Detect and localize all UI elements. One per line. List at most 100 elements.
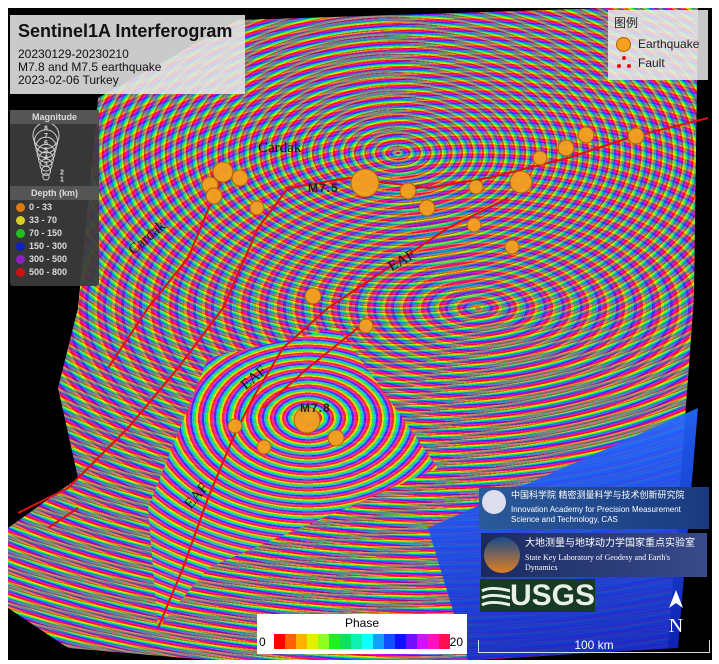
north-arrow-icon — [669, 590, 683, 608]
earthquake-symbol-icon — [616, 37, 631, 52]
phase-color-step — [406, 634, 417, 649]
event-description: M7.8 and M7.5 earthquake — [18, 60, 162, 74]
cas-name-en: Innovation Academy for Precision Measure… — [511, 505, 681, 524]
magnitude-level-label: 4 — [44, 155, 48, 162]
magnitude-circle — [36, 143, 56, 163]
depth-color-swatch — [16, 254, 25, 264]
phase-color-step — [417, 634, 428, 649]
phase-color-step — [351, 634, 362, 649]
magnitude-level-label: 5 — [44, 147, 48, 154]
event-date: 2023-02-06 Turkey — [18, 73, 119, 87]
depth-legend-item: 150 - 300 — [16, 241, 67, 251]
fault-line — [47, 507, 79, 529]
earthquake-marker[interactable] — [227, 418, 243, 434]
lab-name-en: State Key Laboratory of Geodesy and Eart… — [525, 553, 670, 572]
depth-range-label: 300 - 500 — [29, 254, 68, 264]
fault-line — [262, 327, 359, 409]
magnitude-level-label: 3 — [44, 162, 48, 169]
phase-color-step — [285, 634, 296, 649]
depth-color-swatch — [16, 267, 25, 277]
phase-colorbar: Phase 0 20 — [257, 614, 467, 654]
earthquake-marker[interactable] — [350, 168, 380, 198]
earthquake-marker[interactable] — [557, 139, 575, 157]
phase-color-step — [439, 634, 450, 649]
lab-emblem-icon — [484, 537, 520, 573]
north-label: N — [668, 615, 684, 637]
usgs-text: USGS — [509, 578, 595, 612]
phase-color-step — [362, 634, 373, 649]
depth-color-swatch — [16, 202, 25, 212]
earthquake-marker[interactable] — [468, 179, 484, 195]
phase-min: 0 — [259, 635, 266, 649]
magnitude-circle — [33, 129, 59, 154]
scale-bar: 100 km — [478, 638, 710, 653]
cas-name-cn: 中国科学院 精密测量科学与技术创新研究院 — [511, 490, 685, 500]
phase-color-step — [274, 634, 285, 649]
depth-range-label: 0 - 33 — [29, 202, 53, 212]
interferogram-map[interactable]: Cardak Cardak EAF EAF EAF M7.5 M7.8 — [8, 8, 712, 660]
earthquake-marker[interactable] — [293, 406, 321, 434]
phase-max: 20 — [449, 635, 463, 649]
fault-label-cardak: Cardak — [258, 140, 302, 156]
fault-line — [17, 117, 709, 514]
earthquake-marker[interactable] — [358, 318, 374, 334]
legend-fault-label: Fault — [638, 56, 665, 70]
magnitude-circle — [42, 173, 50, 181]
map-legend: 图例 Earthquake Fault — [608, 10, 708, 80]
magnitude-circle — [40, 165, 52, 177]
earthquake-marker[interactable] — [304, 287, 322, 305]
depth-range-label: 70 - 150 — [29, 228, 63, 238]
depth-legend-item: 500 - 800 — [16, 267, 67, 277]
earthquake-marker[interactable] — [509, 170, 533, 194]
phase-color-step — [384, 634, 395, 649]
depth-legend-item: 300 - 500 — [16, 254, 67, 264]
earthquake-markers — [201, 126, 645, 455]
depth-color-swatch — [16, 215, 25, 225]
earthquake-marker[interactable] — [532, 150, 548, 166]
earthquake-marker[interactable] — [627, 127, 645, 145]
cas-emblem-icon — [482, 490, 506, 514]
depth-legend-item: 33 - 70 — [16, 215, 57, 225]
depth-range-label: 150 - 300 — [29, 241, 68, 251]
depth-header: Depth (km) — [10, 186, 99, 200]
phase-color-step — [318, 634, 329, 649]
earthquake-marker[interactable] — [205, 187, 223, 205]
phase-color-step — [395, 634, 406, 649]
usgs-wave-icon — [481, 586, 510, 606]
earthquake-marker[interactable] — [231, 169, 249, 187]
phase-title: Phase — [344, 616, 380, 630]
earthquake-marker[interactable] — [418, 199, 436, 217]
earthquake-marker[interactable] — [256, 439, 272, 455]
lab-logo: 大地测量与地球动力学国家重点实验室 State Key Laboratory o… — [481, 533, 707, 577]
phase-color-step — [428, 634, 439, 649]
scale-label: 100 km — [574, 638, 614, 652]
legend-title: 图例 — [614, 16, 639, 30]
phase-color-step — [296, 634, 307, 649]
phase-color-ramp — [274, 634, 450, 649]
depth-legend-item: 70 - 150 — [16, 228, 62, 238]
earthquake-marker[interactable] — [249, 200, 265, 216]
title-box: Sentinel1A Interferogram 20230129-202302… — [10, 15, 245, 94]
legend-earthquake-label: Earthquake — [638, 37, 700, 51]
phase-color-step — [340, 634, 351, 649]
earthquake-marker[interactable] — [399, 182, 417, 200]
north-arrow: N — [668, 590, 684, 638]
phase-color-step — [307, 634, 318, 649]
fault-line — [107, 177, 224, 369]
magnitude-header: Magnitude — [10, 110, 99, 124]
depth-legend-item: 0 - 33 — [16, 202, 52, 212]
earthquake-marker[interactable] — [577, 126, 595, 144]
earthquake-marker[interactable] — [504, 239, 520, 255]
cas-logo: 中国科学院 精密测量科学与技术创新研究院 Innovation Academy … — [479, 487, 709, 529]
depth-range-label: 33 - 70 — [29, 215, 58, 225]
magnitude-circle — [39, 158, 53, 172]
earthquake-marker[interactable] — [212, 161, 234, 183]
earthquake-marker[interactable] — [466, 217, 482, 233]
earthquake-marker[interactable] — [327, 429, 345, 447]
depth-color-swatch — [16, 241, 25, 251]
date-range: 20230129-20230210 — [18, 47, 129, 61]
phase-color-step — [373, 634, 384, 649]
usgs-logo: USGS — [480, 579, 595, 612]
depth-range-label: 500 - 800 — [29, 267, 68, 277]
